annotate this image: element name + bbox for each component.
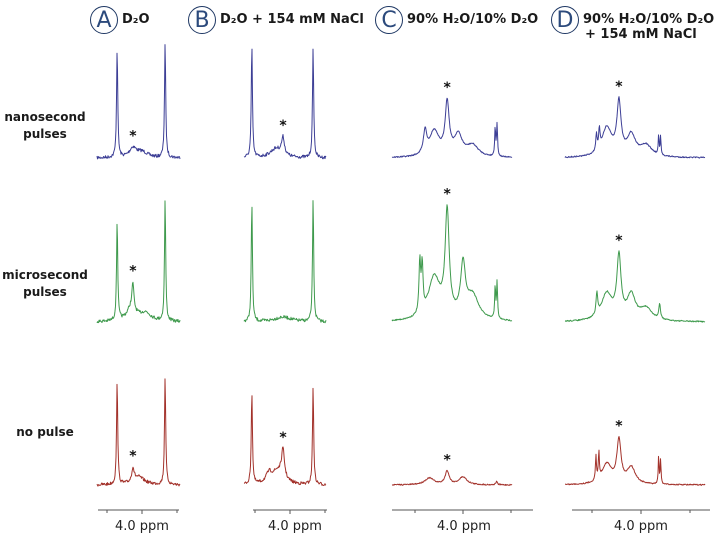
x-axis-label-d: 4.0 ppm <box>614 519 668 534</box>
star-marker-c-microsecond: * <box>443 187 451 203</box>
x-axis-label-c: 4.0 ppm <box>437 519 491 534</box>
spectrum-c-no-pulse <box>391 469 513 486</box>
spectrum-a-microsecond <box>96 200 181 324</box>
star-marker-b-no-pulse: * <box>279 430 287 446</box>
star-marker-a-microsecond: * <box>129 264 137 280</box>
column-header-c: C 90% H₂O/10% D₂O <box>375 6 538 34</box>
column-title-d-line2: + 154 mM NaCl <box>585 27 697 42</box>
row-label-line1: microsecond <box>2 268 88 282</box>
column-header-b: B D₂O + 154 mM NaCl <box>188 6 364 34</box>
column-letter-b: B <box>188 6 216 34</box>
row-label-nanosecond: nanosecond pulses <box>0 109 90 143</box>
spectrum-c-nanosecond <box>391 97 513 158</box>
star-marker-d-no-pulse: * <box>615 418 623 434</box>
star-marker-d-microsecond: * <box>615 233 623 249</box>
spectrum-a-no-pulse <box>96 378 181 487</box>
column-title-b: D₂O + 154 mM NaCl <box>220 12 364 27</box>
column-letter-d: D <box>551 6 579 34</box>
spectrum-b-nanosecond <box>243 48 327 160</box>
star-marker-a-no-pulse: * <box>129 449 137 465</box>
star-marker-b-nanosecond: * <box>279 118 287 134</box>
spectrum-b-no-pulse <box>243 387 327 486</box>
row-label-line2: pulses <box>23 285 67 299</box>
star-marker-c-no-pulse: * <box>443 452 451 468</box>
spectrum-d-no-pulse <box>565 436 706 486</box>
row-label-line1: no pulse <box>16 425 74 439</box>
column-header-d: D 90% H₂O/10% D₂O + 154 mM NaCl <box>551 6 714 42</box>
column-title-d-line1: 90% H₂O/10% D₂O <box>583 12 715 27</box>
spectrum-d-microsecond <box>564 250 706 323</box>
star-marker-a-nanosecond: * <box>129 128 137 144</box>
x-axis-label-a: 4.0 ppm <box>115 519 169 534</box>
row-label-line1: nanosecond <box>4 110 86 124</box>
row-label-microsecond: microsecond pulses <box>0 267 90 301</box>
column-title-d: 90% H₂O/10% D₂O + 154 mM NaCl <box>583 6 714 42</box>
star-marker-c-nanosecond: * <box>443 80 451 96</box>
star-marker-d-nanosecond: * <box>615 79 623 95</box>
column-letter-a: A <box>90 6 118 34</box>
x-axis-label-b: 4.0 ppm <box>268 519 322 534</box>
spectrum-a-nanosecond <box>96 44 181 160</box>
column-title-a: D₂O <box>122 12 150 27</box>
row-label-line2: pulses <box>23 127 67 141</box>
row-label-no-pulse: no pulse <box>0 424 90 441</box>
column-header-a: A D₂O <box>90 6 150 34</box>
spectrum-c-microsecond <box>391 204 513 322</box>
column-letter-c: C <box>375 6 403 34</box>
column-title-c: 90% H₂O/10% D₂O <box>407 12 539 27</box>
spectrum-d-nanosecond <box>564 96 706 159</box>
spectrum-b-microsecond <box>243 200 327 324</box>
